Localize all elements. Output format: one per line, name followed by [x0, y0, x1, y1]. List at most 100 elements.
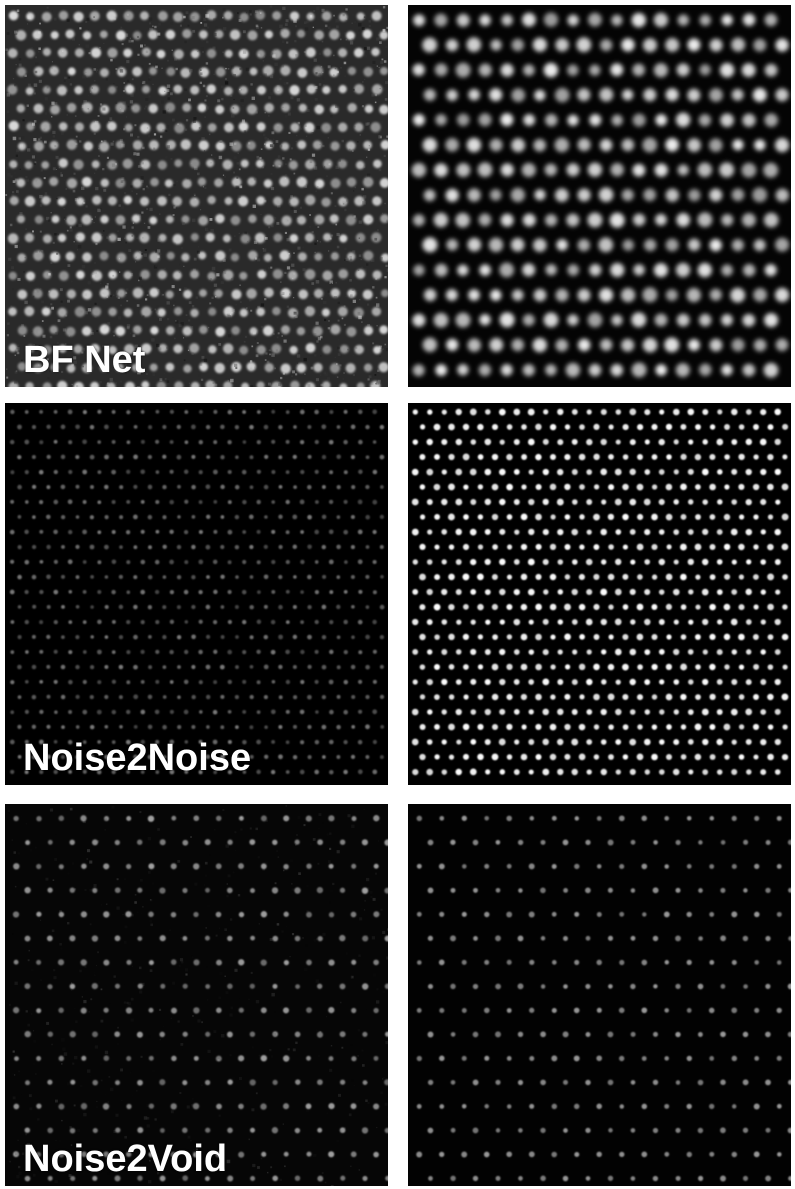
- atom-column: [75, 232, 85, 242]
- atom-column: [104, 575, 109, 579]
- atom-column: [104, 754, 109, 760]
- atom-column: [248, 514, 254, 520]
- atom-column: [97, 680, 102, 685]
- atom-column: [457, 364, 469, 376]
- atom-column: [513, 678, 520, 685]
- atom-column: [193, 863, 200, 870]
- atom-column: [321, 604, 327, 610]
- atom-column: [731, 739, 737, 745]
- atom-column: [357, 679, 363, 685]
- atom-column: [724, 454, 730, 460]
- atom-column: [745, 409, 752, 415]
- atom-column: [256, 499, 261, 505]
- atomic-lattice-image: [408, 804, 791, 1186]
- atom-column: [665, 38, 680, 52]
- atom-column: [495, 1079, 501, 1085]
- atom-column: [283, 863, 289, 870]
- atom-column: [709, 188, 723, 202]
- atom-column: [9, 589, 15, 595]
- atom-column: [285, 679, 291, 685]
- atom-column: [578, 753, 586, 761]
- atom-column: [615, 739, 622, 745]
- atom-column: [263, 544, 268, 550]
- atom-column: [698, 888, 703, 893]
- atom-column: [191, 604, 196, 610]
- atom-column: [533, 288, 547, 302]
- atom-column: [75, 635, 80, 640]
- atom-column: [148, 1151, 154, 1158]
- atom-column: [292, 514, 298, 520]
- atom-column: [416, 863, 422, 869]
- atom-column: [427, 1079, 434, 1086]
- atom-column: [379, 454, 385, 460]
- atom-column: [765, 983, 771, 989]
- atom-column: [260, 959, 267, 966]
- atom-column: [774, 408, 781, 416]
- atom-column: [57, 380, 68, 387]
- atom-column: [205, 380, 216, 387]
- atom-column: [535, 423, 542, 431]
- atom-column: [686, 816, 692, 821]
- atom-column: [622, 89, 634, 101]
- atom-column: [596, 864, 602, 869]
- atom-column: [198, 251, 207, 260]
- atom-column: [610, 263, 625, 277]
- atom-column: [599, 288, 614, 303]
- atom-column: [166, 67, 176, 76]
- atom-column: [256, 307, 265, 317]
- atom-column: [249, 635, 254, 640]
- atom-column: [365, 424, 370, 430]
- atom-column: [542, 678, 550, 686]
- atom-column: [82, 31, 92, 40]
- atom-column: [521, 454, 528, 460]
- atom-column: [337, 159, 347, 169]
- atom-column: [256, 739, 261, 745]
- atom-column: [115, 326, 126, 337]
- atom-column: [716, 769, 723, 775]
- atom-column: [103, 816, 110, 822]
- atom-column: [256, 529, 261, 534]
- atom-column: [461, 1008, 467, 1013]
- atom-column: [702, 738, 709, 746]
- atom-column: [491, 453, 499, 461]
- atom-column: [574, 959, 580, 965]
- atom-column: [477, 723, 484, 730]
- atom-column: [644, 709, 651, 715]
- atom-column: [10, 680, 15, 685]
- atom-column: [364, 104, 374, 114]
- atom-column: [720, 113, 734, 127]
- atom-column: [774, 649, 781, 655]
- atom-column: [336, 635, 341, 640]
- atom-column: [607, 935, 614, 941]
- atom-column: [57, 307, 67, 318]
- atom-column: [709, 544, 716, 550]
- atom-column: [413, 113, 425, 126]
- atom-column: [191, 424, 196, 430]
- atom-column: [563, 887, 569, 893]
- atom-column: [182, 1127, 188, 1134]
- atom-column: [549, 543, 557, 551]
- atom-column: [80, 959, 87, 966]
- atom-column: [306, 1007, 312, 1013]
- atom-column: [67, 499, 73, 505]
- atom-column: [205, 984, 211, 989]
- atom-column: [716, 589, 723, 595]
- atom-column: [448, 723, 455, 731]
- atom-column: [760, 769, 767, 776]
- atom-column: [330, 252, 339, 261]
- atom-column: [42, 234, 52, 244]
- atom-column: [379, 325, 388, 334]
- atom-column: [73, 159, 84, 170]
- atom-column: [147, 454, 153, 460]
- atom-column: [765, 887, 771, 894]
- atom-column: [709, 663, 716, 671]
- atom-column: [372, 440, 377, 444]
- atom-column: [664, 960, 670, 965]
- atom-column: [80, 1007, 87, 1014]
- atom-column: [155, 499, 160, 505]
- atom-column: [361, 983, 369, 990]
- atom-column: [51, 215, 60, 224]
- atom-column: [666, 724, 672, 730]
- atom-column: [157, 196, 167, 206]
- atom-column: [271, 739, 276, 744]
